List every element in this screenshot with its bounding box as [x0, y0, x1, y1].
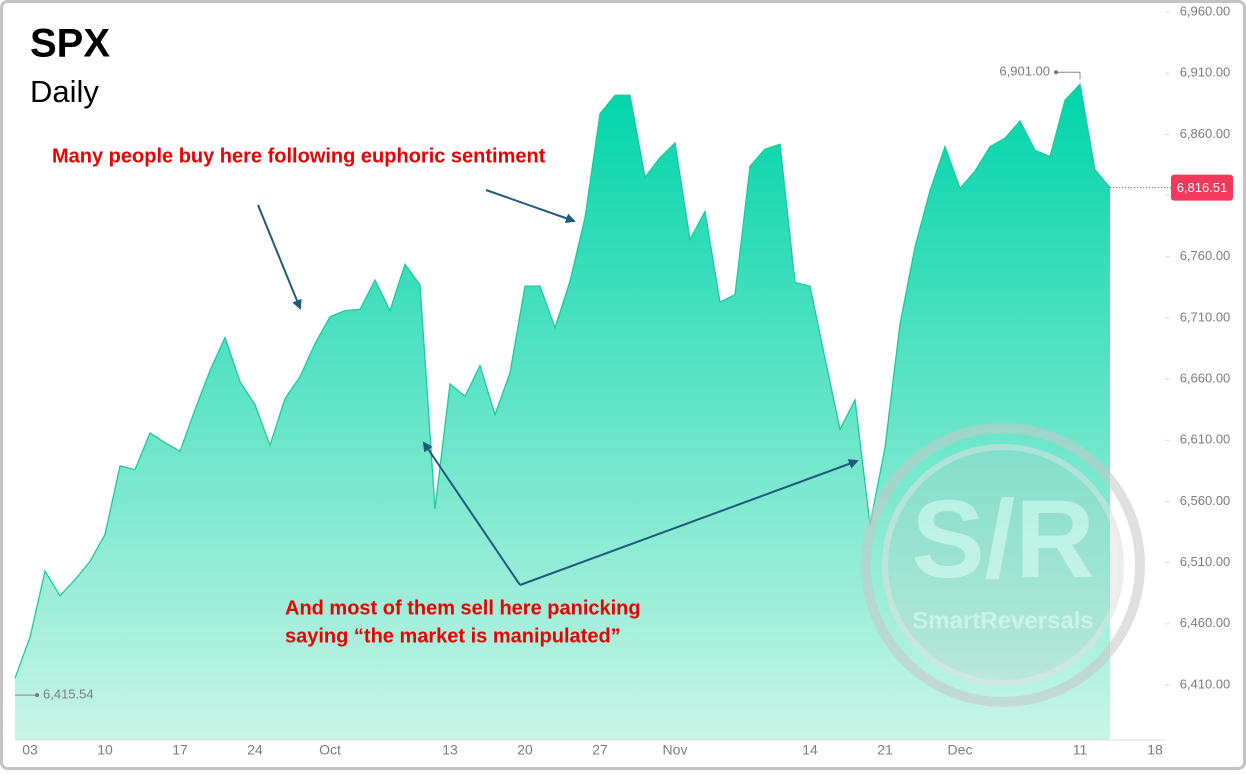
area [15, 84, 1110, 740]
y-tick-label: 6,910.00 [1180, 65, 1231, 80]
y-tick-label: 6,560.00 [1180, 493, 1231, 508]
chart-title: SPX [30, 22, 110, 66]
x-tick-label: Dec [948, 742, 973, 758]
arrow [422, 441, 521, 586]
x-tick-label: 24 [247, 742, 263, 758]
watermark-text: SmartReversals [912, 607, 1093, 634]
value-label: 6,901.00 [999, 64, 1050, 79]
plot-area [14, 82, 1111, 740]
x-tick-label: 03 [22, 742, 38, 758]
y-tick-label: 6,960.00 [1180, 4, 1231, 19]
x-tick-label: 21 [877, 742, 893, 758]
value-leader [1056, 71, 1081, 80]
x-tick-label: 11 [1073, 742, 1088, 758]
watermark-disc [882, 444, 1124, 686]
y-tick-label: 6,760.00 [1180, 248, 1231, 263]
value-dot [35, 693, 39, 698]
chart-subtitle: Daily [30, 74, 99, 109]
value-dot [1054, 70, 1058, 75]
arrow [485, 189, 576, 224]
line [14, 82, 1111, 679]
annotation: saying “the market is manipulated” [285, 625, 621, 647]
y-tick-label: 6,660.00 [1180, 371, 1231, 386]
x-tick-label: 27 [592, 742, 608, 758]
x-tick-label: 14 [802, 742, 818, 758]
last-price-label: 6,816.51 [1177, 180, 1228, 195]
last-price-tag [1171, 174, 1233, 201]
y-tick-label: 6,610.00 [1180, 432, 1231, 447]
x-tick-label: 13 [442, 742, 458, 758]
x-tick-label: 10 [97, 742, 113, 758]
watermark: S/R SmartReversals [861, 423, 1145, 707]
value-label: 6,415.54 [43, 687, 94, 702]
x-tick-label: Oct [319, 742, 341, 758]
arrow [519, 459, 859, 586]
watermark-ring [861, 423, 1145, 707]
x-tick-label: 18 [1147, 742, 1163, 758]
annotation: And most of them sell here panicking [285, 597, 641, 619]
y-tick-label: 6,410.00 [1180, 676, 1231, 691]
y-tick-label: 6,510.00 [1180, 554, 1231, 569]
watermark-logo: S/R [911, 478, 1094, 601]
y-tick-label: 6,710.00 [1180, 309, 1231, 324]
x-tick-label: 20 [517, 742, 533, 758]
y-tick-label: 6,460.00 [1180, 615, 1231, 630]
x-tick-label: 17 [172, 742, 188, 758]
x-tick-label: Nov [663, 742, 688, 758]
arrow [257, 204, 302, 310]
y-tick-label: 6,860.00 [1180, 126, 1231, 141]
annotation: Many people buy here following euphoric … [52, 145, 546, 167]
